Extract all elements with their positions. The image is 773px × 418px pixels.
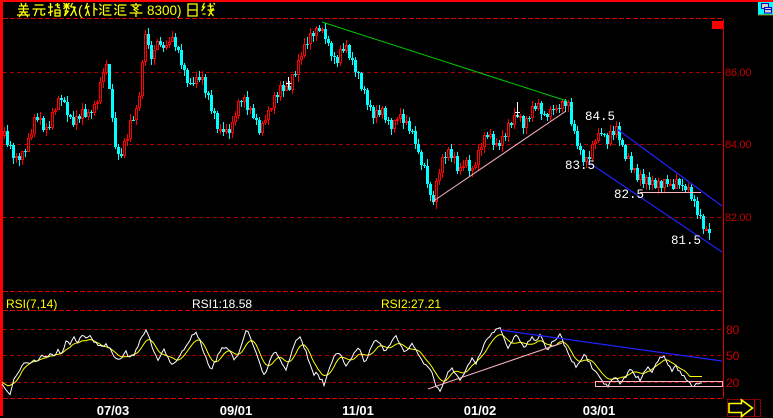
svg-text:8300): 8300) — [147, 3, 182, 18]
svg-text:07/03: 07/03 — [97, 403, 130, 418]
svg-text:11/01: 11/01 — [342, 403, 374, 418]
svg-text:(: ( — [78, 2, 83, 18]
svg-text:03/01: 03/01 — [583, 403, 616, 418]
svg-text:20: 20 — [726, 376, 740, 390]
svg-text:50: 50 — [726, 349, 740, 363]
svg-text:81.5: 81.5 — [671, 234, 701, 248]
svg-text:01/02: 01/02 — [464, 403, 497, 418]
svg-text:09/01: 09/01 — [220, 403, 253, 418]
svg-text:86.00: 86.00 — [725, 67, 751, 79]
svg-text:84.5: 84.5 — [585, 110, 615, 124]
svg-text:82.00: 82.00 — [725, 212, 751, 224]
svg-text:RSI2:27.21: RSI2:27.21 — [381, 297, 441, 311]
svg-text:RSI(7,14): RSI(7,14) — [6, 297, 57, 311]
svg-text:RSI1:18.58: RSI1:18.58 — [192, 297, 252, 311]
svg-text:83.5: 83.5 — [565, 159, 595, 173]
svg-text:80: 80 — [726, 323, 740, 337]
svg-text:84.00: 84.00 — [725, 139, 751, 151]
svg-text:82.5: 82.5 — [614, 188, 644, 202]
